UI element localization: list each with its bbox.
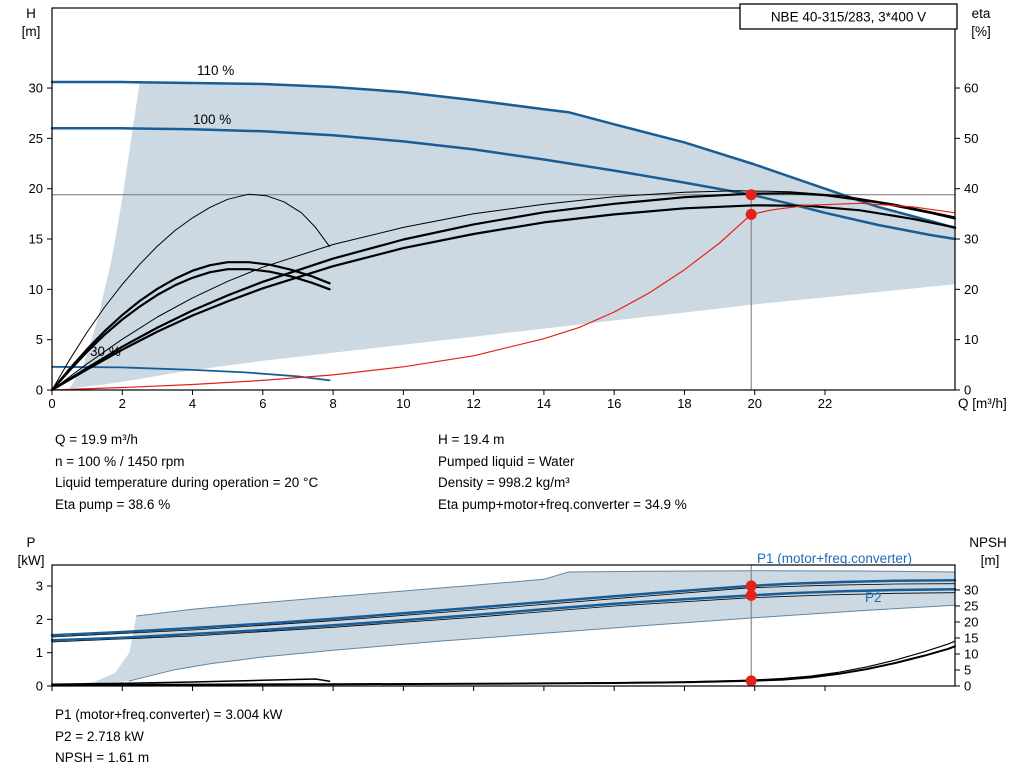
- y-tick-label: 60: [964, 81, 978, 96]
- p-low-speed-curve: [51, 678, 331, 686]
- x-tick-label: 2: [119, 396, 126, 411]
- y-tick-label: 30: [964, 582, 978, 597]
- y-tick-label: 10: [964, 646, 978, 661]
- speed-label-100: 100 %: [193, 112, 231, 127]
- npsh-curve-2: [543, 640, 956, 684]
- x-tick-label: 16: [607, 396, 621, 411]
- npsh-axis-name: NPSH: [969, 535, 1007, 550]
- y-tick-label: 50: [964, 131, 978, 146]
- x-tick-label: 10: [396, 396, 410, 411]
- duty-point-eta: [745, 208, 757, 220]
- y-tick-label: 25: [964, 598, 978, 613]
- eta-thin-curve: [51, 190, 956, 391]
- q-axis-label: Q [m³/h]: [958, 396, 1007, 411]
- y-tick-label: 25: [29, 131, 43, 146]
- info-liquid-temp: Liquid temperature during operation = 20…: [55, 475, 319, 490]
- duty-point-p1: [745, 580, 757, 592]
- eta-axis-unit: [%]: [971, 24, 991, 39]
- y-tick-label: 20: [964, 614, 978, 629]
- x-tick-label: 22: [818, 396, 832, 411]
- y-tick-label: 15: [964, 630, 978, 645]
- h-axis-name: H: [26, 6, 36, 21]
- duty-point-npsh: [745, 675, 757, 687]
- p2-curve: [50, 588, 957, 642]
- p1-curve: [50, 579, 957, 637]
- y-tick-label: 0: [36, 679, 43, 694]
- y-tick-label: 10: [964, 332, 978, 347]
- info-eta-total: Eta pump+motor+freq.converter = 34.9 %: [438, 496, 687, 512]
- y-tick-label: 10: [29, 282, 43, 297]
- eta-pump-curve: [50, 192, 957, 392]
- speed-label-110: 110 %: [197, 63, 234, 78]
- y-tick-label: 30: [29, 81, 43, 96]
- pump-model-title: NBE 40-315/283, 3*400 V: [771, 10, 926, 25]
- info-eta-pump: Eta pump = 38.6 %: [55, 496, 171, 512]
- x-tick-label: 18: [677, 396, 691, 411]
- x-tick-label: 4: [189, 396, 196, 411]
- duty-point-p2: [745, 589, 757, 601]
- x-tick-label: 12: [466, 396, 480, 411]
- info-flow: Q = 19.9 m³/h: [55, 432, 138, 447]
- npsh-axis-unit: [m]: [981, 553, 1000, 568]
- duty-info-left-column: Q = 19.9 m³/h n = 100 % / 1450 rpm Liqui…: [55, 429, 318, 515]
- duty-info-right-column: H = 19.4 m Pumped liquid = Water Density…: [438, 429, 687, 515]
- power-npsh-chart-frame: [51, 564, 956, 687]
- x-tick-label: 0: [48, 396, 55, 411]
- y-tick-label: 0: [964, 383, 971, 398]
- eta-low-speed-thick-1: [50, 261, 331, 392]
- y-tick-label: 5: [964, 662, 971, 677]
- info-npsh: NPSH = 1.61 m: [55, 750, 150, 765]
- power-band-bottom-edge: [128, 604, 956, 682]
- title-box: [739, 3, 958, 30]
- p-axis-unit: [kW]: [18, 553, 45, 568]
- info-speed: n = 100 % / 1450 rpm: [55, 453, 185, 469]
- x-tick-label: 20: [747, 396, 761, 411]
- y-tick-label: 5: [36, 332, 43, 347]
- eta-axis-name: eta: [972, 6, 991, 21]
- p1-thin-curve: [51, 583, 956, 638]
- speed-label-30: 30 %: [90, 344, 121, 359]
- eta-low-speed-thick-2: [50, 268, 331, 392]
- y-tick-label: 20: [964, 282, 978, 297]
- eta-total-curve-red: [51, 202, 956, 391]
- y-tick-label: 40: [964, 181, 978, 196]
- y-tick-label: 30: [964, 232, 978, 247]
- info-pumped-liquid: Pumped liquid = Water: [438, 453, 575, 469]
- p-axis-name: P: [26, 535, 35, 550]
- x-tick-label: 8: [329, 396, 336, 411]
- p2-curve-label: P2: [865, 590, 882, 605]
- speed-curve-100pct: [50, 127, 957, 241]
- x-tick-label: 14: [537, 396, 551, 411]
- eta-low-speed-thin: [51, 193, 331, 391]
- info-p1: P1 (motor+freq.converter) = 3.004 kW: [55, 707, 283, 722]
- power-band-top-edge: [135, 570, 956, 617]
- operating-envelope: [69, 82, 956, 389]
- info-head: H = 19.4 m: [438, 432, 505, 447]
- head-eta-chart: 0 2 4 6 8 10 12 14 16 18 20 22 0 5 10 15 20 25 30 0 10 20 30 40…: [22, 3, 1007, 411]
- y-tick-label: 2: [36, 612, 43, 627]
- h-axis-unit: [m]: [22, 24, 41, 39]
- y-tick-label: 0: [36, 383, 43, 398]
- y-tick-label: 1: [36, 645, 43, 660]
- y-tick-label: 15: [29, 232, 43, 247]
- p2-thin-curve: [51, 592, 956, 643]
- y-tick-label: 0: [964, 679, 971, 694]
- head-eta-chart-frame: [51, 7, 956, 391]
- eta-pump-curve-2: [50, 204, 957, 392]
- p1-curve-label: P1 (motor+freq.converter): [757, 551, 912, 566]
- power-info-block: P1 (motor+freq.converter) = 3.004 kW P2 …: [55, 704, 282, 769]
- info-p2: P2 = 2.718 kW: [55, 728, 144, 744]
- y-tick-label: 20: [29, 181, 43, 196]
- x-tick-label: 6: [259, 396, 266, 411]
- info-density: Density = 998.2 kg/m³: [438, 475, 570, 490]
- y-tick-label: 3: [36, 579, 43, 594]
- duty-point-head: [745, 189, 757, 201]
